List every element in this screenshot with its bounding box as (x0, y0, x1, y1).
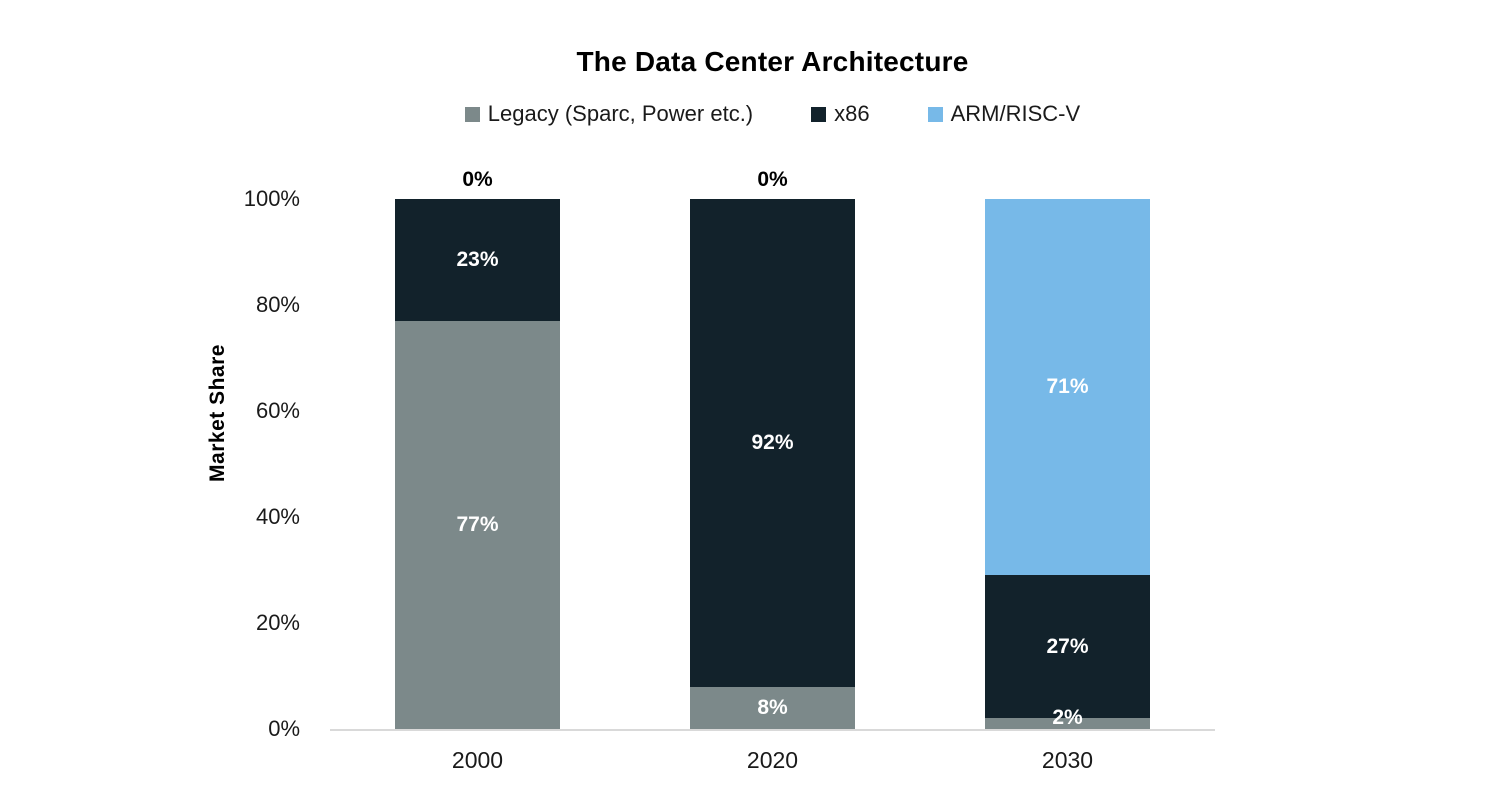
y-tick-label: 80% (255, 292, 300, 317)
y-tick-label: 100% (243, 186, 300, 211)
y-tick-label: 20% (255, 610, 300, 635)
y-tick-label: 60% (255, 398, 300, 423)
bar-value-label: 92% (751, 430, 794, 454)
zero-value-label: 0% (757, 168, 788, 191)
bar-segment: 27% (985, 575, 1150, 719)
bar-column: 71% 27% 2% 2030 (985, 199, 1150, 773)
bar-segment: 71% (985, 199, 1150, 576)
bar-segment: 8% (690, 686, 855, 729)
legend-swatch (464, 106, 480, 122)
bar-segment: 92% (690, 199, 855, 687)
bar-value-label: 8% (757, 695, 788, 719)
bar-segment: 77% (395, 320, 560, 729)
y-axis: 0% 20% 40% 60% 80% 100% (0, 186, 300, 741)
x-axis-label: 2030 (1041, 747, 1094, 773)
bar-column: 0% 23% 77% 2000 (395, 168, 560, 773)
legend-swatch (811, 106, 827, 122)
legend-label: Legacy (Sparc, Power etc.) (487, 101, 754, 126)
x-axis-line (330, 729, 1215, 731)
x-axis-label: 2020 (746, 747, 799, 773)
legend-item: x86 (811, 101, 870, 127)
bar-segment: 2% (985, 707, 1150, 729)
y-tick-label: 40% (255, 504, 300, 529)
bar-value-label: 27% (1046, 634, 1089, 658)
bar-value-label: 71% (1046, 375, 1089, 399)
bar-value-label: 23% (456, 247, 499, 271)
y-tick-label: 0% (268, 716, 300, 741)
zero-value-label: 0% (462, 168, 493, 191)
bar-value-label: 77% (456, 512, 499, 536)
chart-title: The Data Center Architecture (576, 46, 969, 77)
bar-column: 0% 92% 8% 2020 (690, 168, 855, 773)
legend-label: ARM/RISC-V (950, 101, 1081, 126)
plot-area: 0% 23% 77% 2000 0% 92% 8% 2020 71% 27% 2% 2030 (330, 168, 1215, 773)
x-axis-label: 2000 (451, 747, 504, 773)
legend-item: ARM/RISC-V (927, 101, 1081, 127)
legend-swatch (927, 106, 943, 122)
bar-value-label: 2% (1052, 706, 1083, 729)
legend-item: Legacy (Sparc, Power etc.) (464, 101, 754, 127)
legend-row: Legacy (Sparc, Power etc.) x86 ARM/RISC-V (330, 101, 1215, 127)
bars-container: 0% 23% 77% 2000 0% 92% 8% 2020 71% 27% 2% 2030 (330, 168, 1215, 773)
bar-segment: 23% (395, 199, 560, 321)
legend-label: x86 (834, 101, 870, 126)
